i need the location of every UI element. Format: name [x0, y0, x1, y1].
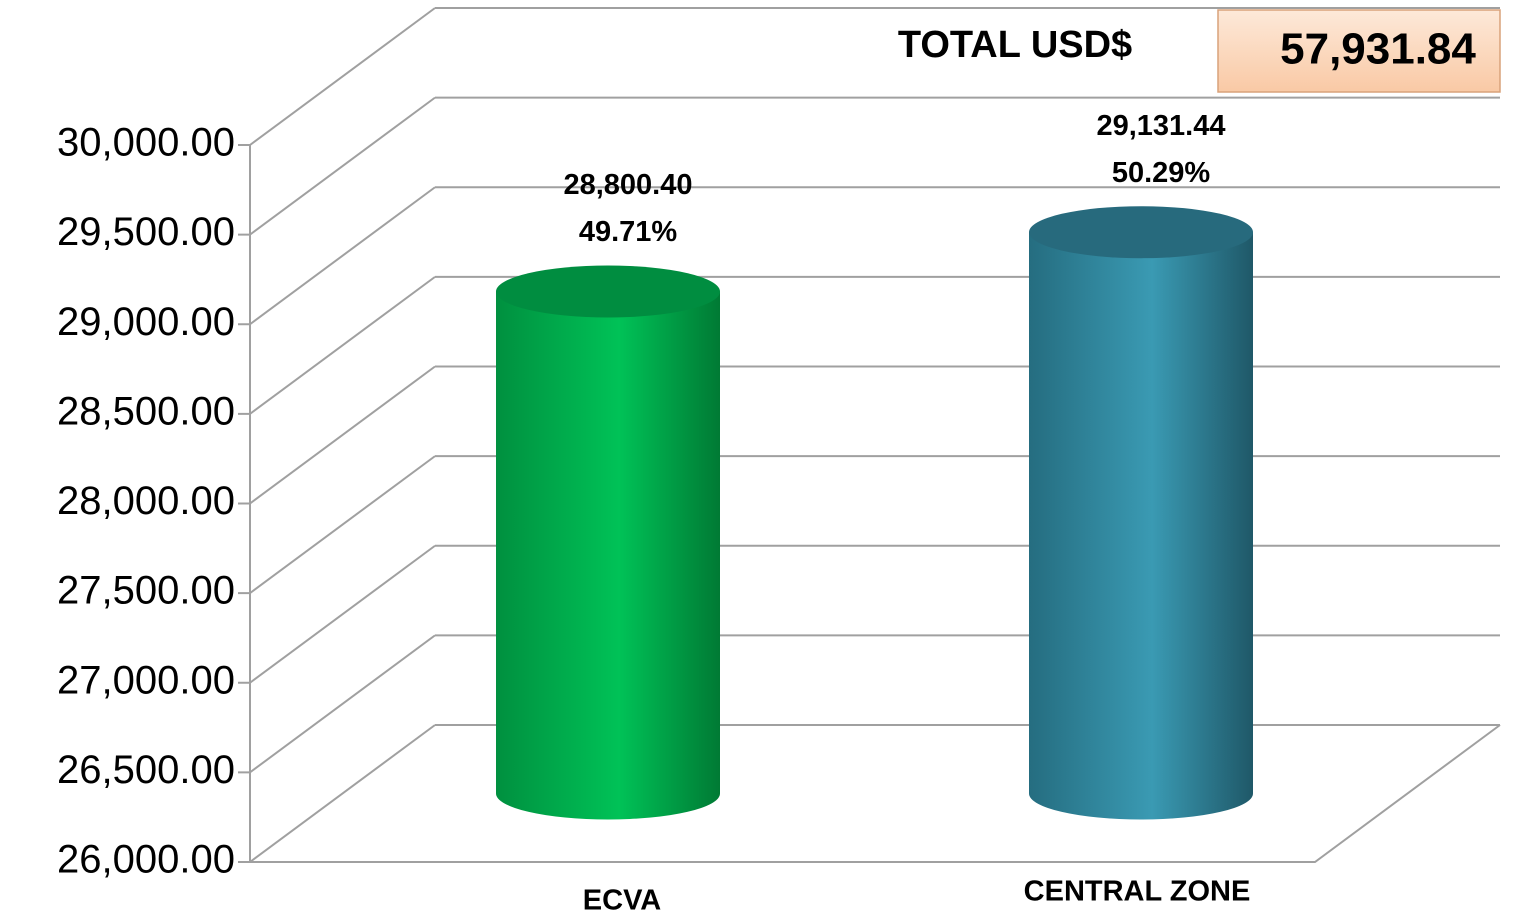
y-tick-label: 29,500.00	[57, 210, 235, 254]
x-tick-label: ECVA	[583, 885, 661, 917]
bars: 28,800.40 49.71% ECVA 29,131.44 50.29% CENTRA…	[496, 110, 1253, 917]
y-tick-label: 26,000.00	[57, 838, 235, 882]
total-value: 57,931.84	[1280, 25, 1476, 74]
bar-top	[1029, 206, 1253, 259]
total-title: TOTAL USD$	[898, 24, 1132, 66]
y-tick-label: 30,000.00	[57, 121, 235, 165]
side-grid-line	[249, 634, 436, 774]
bar	[1029, 232, 1253, 820]
value-label: 29,131.44	[1096, 110, 1225, 142]
side-grid-line	[249, 186, 436, 326]
side-grid-line	[249, 455, 436, 594]
side-grid-line	[249, 96, 436, 236]
grid: 26,000.00 26,500.00 27,000.00 27,500.00 28,0…	[57, 7, 1501, 882]
y-tick-label: 28,000.00	[57, 479, 235, 523]
bar-top	[496, 265, 720, 318]
share-label: 50.29%	[1112, 157, 1211, 189]
bar	[496, 291, 720, 820]
value-label: 28,800.40	[563, 169, 692, 201]
y-tick-label: 26,500.00	[57, 748, 235, 792]
y-tick-label: 29,000.00	[57, 300, 235, 344]
share-label: 49.71%	[579, 216, 678, 248]
side-grid-line	[249, 365, 436, 505]
floor	[250, 724, 1501, 863]
x-tick-label: CENTRAL ZONE	[1024, 876, 1251, 908]
side-grid-line	[249, 544, 436, 684]
y-tick-label: 27,000.00	[57, 658, 235, 702]
side-grid-line	[249, 276, 436, 415]
total-box	[1217, 9, 1501, 93]
y-tick-label: 27,500.00	[57, 569, 235, 613]
side-grid-line	[249, 7, 436, 146]
y-tick-label: 28,500.00	[57, 389, 235, 433]
side-grid-line	[249, 724, 436, 863]
